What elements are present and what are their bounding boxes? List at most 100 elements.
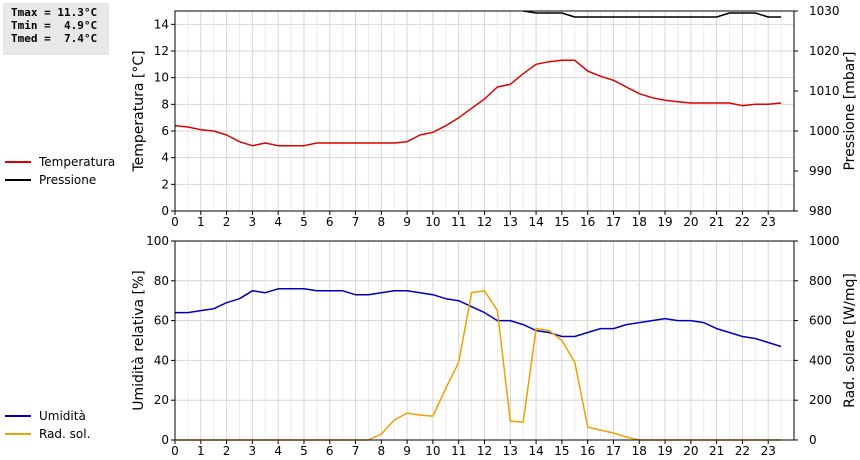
panel-1-x-tick-label: 14 <box>528 444 543 458</box>
panel-0-x-tick-label: 16 <box>580 215 595 229</box>
panel-0-x-tick-label: 18 <box>632 215 647 229</box>
legend-label-rad-sol: Rad. sol. <box>39 427 91 441</box>
legend-swatch-temperatura <box>5 161 31 163</box>
panel-1-x-tick-label: 17 <box>606 444 621 458</box>
panel-1-x-tick-label: 2 <box>223 444 231 458</box>
panel-0-x-tick-label: 3 <box>249 215 257 229</box>
panel-0-y2-tick-label: 1010 <box>809 84 840 98</box>
panel-1-x-tick-label: 23 <box>761 444 776 458</box>
panel-0-x-tick-label: 6 <box>326 215 334 229</box>
panel-1-y-tick-label: 60 <box>154 314 169 328</box>
panel-1-y2-axis-label: Rad. solare [W/mq] <box>842 273 858 408</box>
panel-1-y2-tick-label: 400 <box>809 353 832 367</box>
panel-1-x-tick-label: 11 <box>451 444 466 458</box>
panel-0-x-tick-label: 20 <box>683 215 698 229</box>
panel-0-y2-tick-label: 990 <box>809 164 832 178</box>
tmax-stat: Tmax = 11.3°C <box>11 6 98 19</box>
legend-top: Temperatura Pressione <box>5 153 115 189</box>
panel-1-x-tick-label: 1 <box>197 444 205 458</box>
panel-0-y-tick-label: 12 <box>154 44 169 58</box>
panel-1-x-tick-label: 8 <box>378 444 386 458</box>
panel-1-y2-tick-label: 200 <box>809 393 832 407</box>
panel-0-x-tick-label: 1 <box>197 215 205 229</box>
panel-1-x-tick-label: 21 <box>709 444 724 458</box>
legend-swatch-umidita <box>5 415 31 417</box>
panel-0-y2-axis-label: Pressione [mbar] <box>842 51 858 170</box>
panel-0-x-tick-label: 15 <box>554 215 569 229</box>
legend-item-umidita: Umidità <box>5 407 90 425</box>
panel-0-frame <box>174 10 795 212</box>
legend-label-umidita: Umidità <box>39 409 86 423</box>
panel-0-x-tick-label: 22 <box>735 215 750 229</box>
panel-0-x-tick-label: 11 <box>451 215 466 229</box>
panel-1-y-tick-label: 0 <box>161 433 169 447</box>
panel-0-y2-tick-label: 1000 <box>809 124 840 138</box>
panel-1-x-tick-label: 16 <box>580 444 595 458</box>
panel-1-x-tick-label: 13 <box>503 444 518 458</box>
panel-1-frame <box>174 240 795 441</box>
legend-item-temperatura: Temperatura <box>5 153 115 171</box>
panel-0-x-tick-label: 10 <box>425 215 440 229</box>
panel-0-y-tick-label: 4 <box>161 151 169 165</box>
panel-0-y-tick-label: 8 <box>161 97 169 111</box>
legend-item-pressione: Pressione <box>5 171 115 189</box>
legend-swatch-rad-sol <box>5 433 31 435</box>
panel-1-y-tick-label: 80 <box>154 274 169 288</box>
panel-1-x-tick-label: 15 <box>554 444 569 458</box>
panel-1-x-tick-label: 6 <box>326 444 334 458</box>
panel-1-x-tick-label: 12 <box>477 444 492 458</box>
legend-label-pressione: Pressione <box>39 173 97 187</box>
panel-0-x-tick-label: 21 <box>709 215 724 229</box>
panel-0-x-tick-label: 14 <box>528 215 543 229</box>
panel-1-y-tick-label: 20 <box>154 393 169 407</box>
panel-0-series-pressione <box>523 10 782 18</box>
tmed-stat: Tmed = 7.4°C <box>11 32 98 45</box>
legend-bottom: Umidità Rad. sol. <box>5 407 90 443</box>
panel-1-x-tick-label: 0 <box>171 444 179 458</box>
panel-1-x-tick-label: 5 <box>300 444 308 458</box>
panel-1-y2-tick-label: 800 <box>809 274 832 288</box>
panel-1-x-tick-label: 19 <box>657 444 672 458</box>
panel-0-x-tick-label: 7 <box>352 215 360 229</box>
panel-0-x-tick-label: 8 <box>378 215 386 229</box>
panel-0-y-tick-label: 0 <box>161 204 169 218</box>
panel-0-y-axis-label: Temperatura [°C] <box>131 50 147 172</box>
panel-0-x-tick-label: 13 <box>503 215 518 229</box>
panel-0-y2-tick-label: 1020 <box>809 44 840 58</box>
panel-0-y2-tick-label: 980 <box>809 204 832 218</box>
panel-1-x-tick-label: 9 <box>403 444 411 458</box>
panel-1-y-tick-label: 40 <box>154 353 169 367</box>
legend-item-rad-sol: Rad. sol. <box>5 425 90 443</box>
panel-0-x-tick-label: 23 <box>761 215 776 229</box>
legend-label-temperatura: Temperatura <box>39 155 116 169</box>
panel-1-series-rad-sol <box>175 290 782 441</box>
panel-0-x-tick-label: 19 <box>657 215 672 229</box>
panel-0-x-tick-label: 5 <box>300 215 308 229</box>
panel-0-y2-tick-label: 1030 <box>809 4 840 18</box>
panel-1-x-tick-label: 3 <box>249 444 257 458</box>
tmin-stat: Tmin = 4.9°C <box>11 19 98 32</box>
panel-0-series-temperatura <box>174 59 782 147</box>
panel-0-x-tick-label: 0 <box>171 215 179 229</box>
panel-1-y-tick-label: 100 <box>146 234 169 248</box>
panel-1-y2-tick-label: 1000 <box>809 234 840 248</box>
panel-1-y-axis-label: Umidità relativa [%] <box>131 270 147 411</box>
panel-1-x-tick-label: 7 <box>352 444 360 458</box>
panel-0-y-tick-label: 6 <box>161 124 169 138</box>
panel-0-x-tick-label: 12 <box>477 215 492 229</box>
panel-1-y2-tick-label: 0 <box>809 433 817 447</box>
panel-1-x-tick-label: 20 <box>683 444 698 458</box>
panel-1-x-tick-label: 10 <box>425 444 440 458</box>
panel-1-y2-tick-label: 600 <box>809 314 832 328</box>
panel-1-series-umidit <box>175 288 782 348</box>
panel-1-x-tick-label: 22 <box>735 444 750 458</box>
panel-0-x-tick-label: 17 <box>606 215 621 229</box>
panel-0-y-tick-label: 10 <box>154 71 169 85</box>
panel-1-x-tick-label: 4 <box>274 444 282 458</box>
legend-swatch-pressione <box>5 179 31 181</box>
panel-1-x-tick-label: 18 <box>632 444 647 458</box>
stats-box: Tmax = 11.3°C Tmin = 4.9°C Tmed = 7.4°C <box>3 3 109 55</box>
panel-0-x-tick-label: 9 <box>403 215 411 229</box>
panel-0-x-tick-label: 2 <box>223 215 231 229</box>
